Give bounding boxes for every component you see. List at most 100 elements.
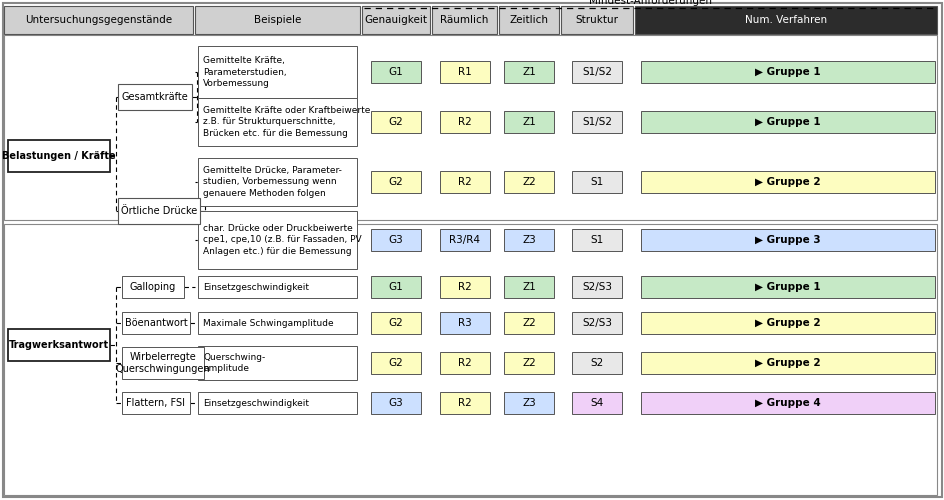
Text: G3: G3 xyxy=(388,398,403,408)
FancyBboxPatch shape xyxy=(640,312,934,334)
FancyBboxPatch shape xyxy=(439,111,489,133)
Text: Querschwing-
amplitude: Querschwing- amplitude xyxy=(203,353,265,373)
Text: Flattern, FSI: Flattern, FSI xyxy=(126,398,185,408)
FancyBboxPatch shape xyxy=(640,276,934,298)
Text: Untersuchungsgegenstände: Untersuchungsgegenstände xyxy=(25,15,172,25)
Text: G2: G2 xyxy=(388,318,403,328)
FancyBboxPatch shape xyxy=(503,171,553,193)
Text: Belastungen / Kräfte: Belastungen / Kräfte xyxy=(2,151,116,161)
FancyBboxPatch shape xyxy=(198,98,357,146)
Text: R2: R2 xyxy=(457,398,471,408)
FancyBboxPatch shape xyxy=(122,276,184,298)
Text: Räumlich: Räumlich xyxy=(440,15,488,25)
FancyBboxPatch shape xyxy=(439,229,489,251)
Text: S1: S1 xyxy=(590,177,603,187)
FancyBboxPatch shape xyxy=(198,346,357,380)
Text: S2: S2 xyxy=(590,358,603,368)
FancyBboxPatch shape xyxy=(8,329,110,361)
FancyBboxPatch shape xyxy=(362,6,430,34)
Text: Böenantwort: Böenantwort xyxy=(125,318,187,328)
FancyBboxPatch shape xyxy=(371,229,421,251)
FancyBboxPatch shape xyxy=(198,211,357,269)
FancyBboxPatch shape xyxy=(371,111,421,133)
Text: Genauigkeit: Genauigkeit xyxy=(364,15,427,25)
Text: Gesamtkräfte: Gesamtkräfte xyxy=(122,92,188,102)
FancyBboxPatch shape xyxy=(431,6,497,34)
Text: G2: G2 xyxy=(388,117,403,127)
Text: S1/S2: S1/S2 xyxy=(582,67,612,77)
Text: ▶ Gruppe 3: ▶ Gruppe 3 xyxy=(754,235,820,245)
Text: Z3: Z3 xyxy=(522,235,535,245)
FancyBboxPatch shape xyxy=(640,171,934,193)
Text: Gemittelte Kräfte oder Kraftbeiwerte
z.B. für Strukturquerschnitte,
Brücken etc.: Gemittelte Kräfte oder Kraftbeiwerte z.B… xyxy=(203,106,370,138)
Text: Mindest-Anforderungen: Mindest-Anforderungen xyxy=(588,0,711,6)
FancyBboxPatch shape xyxy=(439,61,489,83)
FancyBboxPatch shape xyxy=(3,3,941,497)
FancyBboxPatch shape xyxy=(371,171,421,193)
FancyBboxPatch shape xyxy=(371,312,421,334)
FancyBboxPatch shape xyxy=(194,6,360,34)
Text: Einsetzgeschwindigkeit: Einsetzgeschwindigkeit xyxy=(203,398,309,407)
Text: Z1: Z1 xyxy=(522,282,535,292)
FancyBboxPatch shape xyxy=(571,352,621,374)
FancyBboxPatch shape xyxy=(498,6,559,34)
Text: G1: G1 xyxy=(388,282,403,292)
FancyBboxPatch shape xyxy=(571,276,621,298)
FancyBboxPatch shape xyxy=(640,352,934,374)
Text: S2/S3: S2/S3 xyxy=(582,282,612,292)
FancyBboxPatch shape xyxy=(640,392,934,414)
Text: S4: S4 xyxy=(590,398,603,408)
FancyBboxPatch shape xyxy=(122,347,204,379)
Text: S1: S1 xyxy=(590,235,603,245)
FancyBboxPatch shape xyxy=(122,312,190,334)
Text: G1: G1 xyxy=(388,67,403,77)
FancyBboxPatch shape xyxy=(371,276,421,298)
FancyBboxPatch shape xyxy=(439,392,489,414)
Text: Einsetzgeschwindigkeit: Einsetzgeschwindigkeit xyxy=(203,282,309,292)
Text: Gemittelte Kräfte,
Parameterstudien,
Vorbemessung: Gemittelte Kräfte, Parameterstudien, Vor… xyxy=(203,56,286,88)
Text: S2/S3: S2/S3 xyxy=(582,318,612,328)
Text: Num. Verfahren: Num. Verfahren xyxy=(744,15,826,25)
Text: R2: R2 xyxy=(457,117,471,127)
FancyBboxPatch shape xyxy=(640,111,934,133)
Text: Z2: Z2 xyxy=(522,358,535,368)
FancyBboxPatch shape xyxy=(198,276,357,298)
FancyBboxPatch shape xyxy=(640,229,934,251)
Text: Z2: Z2 xyxy=(522,177,535,187)
Text: R3: R3 xyxy=(457,318,471,328)
Text: ▶ Gruppe 1: ▶ Gruppe 1 xyxy=(754,282,820,292)
FancyBboxPatch shape xyxy=(640,61,934,83)
Text: Struktur: Struktur xyxy=(575,15,617,25)
Text: ▶ Gruppe 4: ▶ Gruppe 4 xyxy=(754,398,820,408)
Text: Beispiele: Beispiele xyxy=(254,15,301,25)
FancyBboxPatch shape xyxy=(4,224,936,495)
Text: G2: G2 xyxy=(388,358,403,368)
FancyBboxPatch shape xyxy=(122,392,190,414)
Text: R2: R2 xyxy=(457,358,471,368)
Text: char. Drücke oder Druckbeiwerte
cpe1, cpe,10 (z.B. für Fassaden, PV
Anlagen etc.: char. Drücke oder Druckbeiwerte cpe1, cp… xyxy=(203,224,362,256)
Text: Z1: Z1 xyxy=(522,117,535,127)
Text: Örtliche Drücke: Örtliche Drücke xyxy=(121,206,197,216)
FancyBboxPatch shape xyxy=(198,392,357,414)
FancyBboxPatch shape xyxy=(571,392,621,414)
FancyBboxPatch shape xyxy=(198,158,357,206)
FancyBboxPatch shape xyxy=(198,46,357,98)
Text: R2: R2 xyxy=(457,177,471,187)
Text: Zeitlich: Zeitlich xyxy=(509,15,548,25)
FancyBboxPatch shape xyxy=(118,198,200,224)
FancyBboxPatch shape xyxy=(4,35,936,220)
FancyBboxPatch shape xyxy=(439,171,489,193)
FancyBboxPatch shape xyxy=(503,229,553,251)
FancyBboxPatch shape xyxy=(571,171,621,193)
FancyBboxPatch shape xyxy=(571,111,621,133)
FancyBboxPatch shape xyxy=(503,111,553,133)
FancyBboxPatch shape xyxy=(571,312,621,334)
FancyBboxPatch shape xyxy=(503,352,553,374)
FancyBboxPatch shape xyxy=(439,276,489,298)
Text: R3/R4: R3/R4 xyxy=(448,235,480,245)
Text: ▶ Gruppe 2: ▶ Gruppe 2 xyxy=(754,177,820,187)
FancyBboxPatch shape xyxy=(503,312,553,334)
Text: Z3: Z3 xyxy=(522,398,535,408)
Text: ▶ Gruppe 2: ▶ Gruppe 2 xyxy=(754,358,820,368)
FancyBboxPatch shape xyxy=(371,352,421,374)
